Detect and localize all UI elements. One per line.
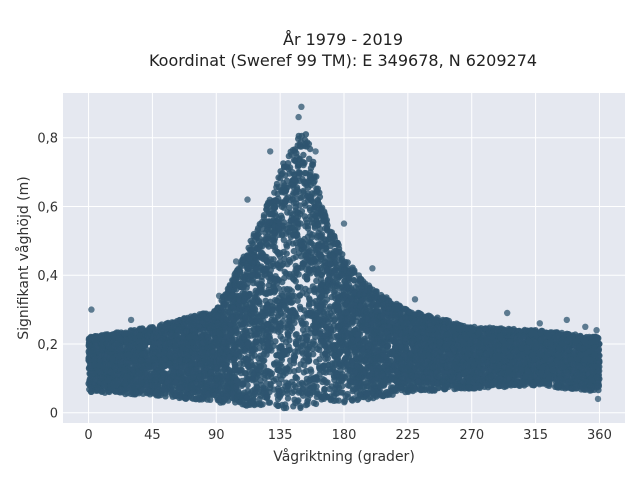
data-point bbox=[247, 317, 255, 324]
data-point bbox=[294, 297, 301, 304]
data-point bbox=[274, 352, 281, 359]
data-point bbox=[296, 202, 303, 209]
data-point bbox=[310, 399, 318, 407]
data-point bbox=[286, 204, 293, 211]
data-point bbox=[350, 276, 358, 284]
data-point bbox=[296, 303, 304, 310]
data-point bbox=[207, 396, 214, 403]
data-point bbox=[324, 355, 331, 362]
data-point bbox=[301, 235, 308, 243]
data-point bbox=[297, 403, 304, 410]
data-point bbox=[321, 387, 328, 395]
data-point bbox=[86, 386, 93, 393]
data-point bbox=[275, 366, 283, 373]
data-point bbox=[330, 397, 338, 404]
data-point bbox=[247, 237, 254, 245]
data-point bbox=[326, 385, 333, 393]
data-points bbox=[85, 103, 603, 412]
data-point bbox=[303, 346, 310, 353]
data-point bbox=[273, 401, 280, 408]
data-point bbox=[284, 395, 292, 402]
data-point bbox=[292, 399, 299, 407]
data-point bbox=[277, 333, 284, 340]
data-point bbox=[299, 326, 307, 334]
